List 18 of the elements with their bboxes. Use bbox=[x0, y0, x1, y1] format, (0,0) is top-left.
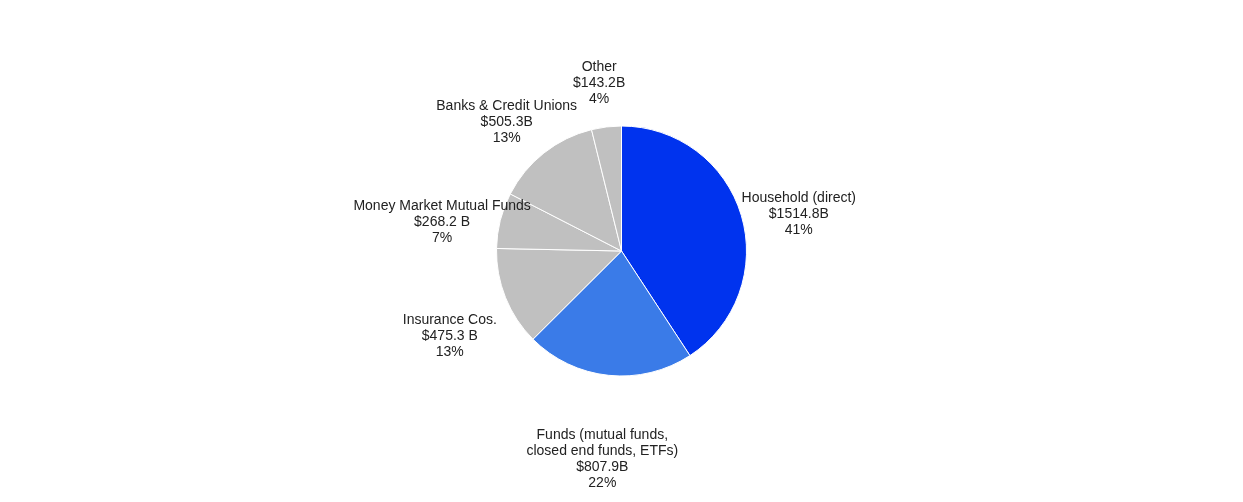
text: 13% bbox=[492, 128, 521, 145]
slice-label: Insurance Cos. bbox=[402, 310, 497, 327]
data-label: $1514.8B bbox=[768, 205, 829, 222]
data-label: $475.3 B bbox=[421, 326, 478, 343]
data-label: $505.3B bbox=[480, 112, 533, 129]
slice-label: Funds (mutual funds, closed end funds, ETFs) bbox=[526, 426, 679, 458]
text: 4% bbox=[589, 90, 610, 107]
slice-label: Other bbox=[581, 58, 617, 75]
data-label: $268.2 B bbox=[414, 212, 471, 229]
slice-label: Money Market Mutual Funds bbox=[353, 196, 531, 213]
slice-label: Banks & Credit Unions bbox=[436, 96, 578, 113]
data-label: $807.9B bbox=[576, 458, 629, 474]
data-label: $143.2B bbox=[573, 74, 626, 91]
text: 7% bbox=[432, 228, 453, 245]
text: 41% bbox=[784, 221, 813, 238]
text: 22% bbox=[588, 474, 617, 490]
slice-label: Household (direct) bbox=[741, 189, 856, 206]
text: 13% bbox=[435, 342, 464, 359]
